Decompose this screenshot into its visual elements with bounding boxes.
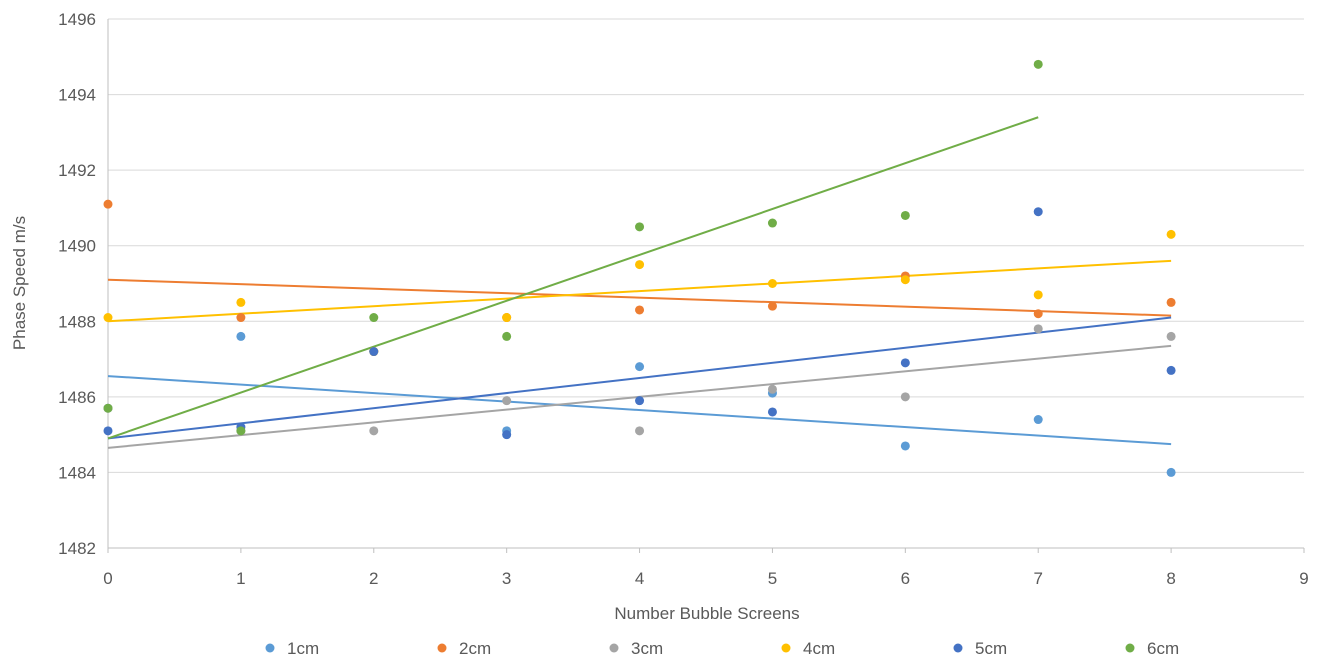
legend-marker (953, 643, 963, 653)
data-point-6cm (1033, 59, 1043, 69)
x-tick-label: 7 (1033, 569, 1042, 588)
y-tick-label: 1496 (58, 10, 96, 29)
data-point-2cm (635, 305, 645, 315)
trendlines (107, 116, 1172, 449)
legend-label: 4cm (803, 639, 835, 658)
data-point-6cm (900, 210, 910, 220)
data-point-3cm (369, 426, 379, 436)
legend-label: 1cm (287, 639, 319, 658)
x-tick-label: 0 (103, 569, 112, 588)
data-point-5cm (502, 430, 512, 440)
legend-marker (609, 643, 619, 653)
data-point-1cm (1033, 415, 1043, 425)
data-point-2cm (1033, 309, 1043, 319)
legend-item-3cm: 3cm (609, 639, 663, 658)
data-point-6cm (236, 426, 246, 436)
x-tick-label: 8 (1166, 569, 1175, 588)
data-point-5cm (1033, 207, 1043, 217)
data-point-3cm (767, 384, 777, 394)
y-tick-label: 1488 (58, 312, 96, 331)
trendline-1cm (107, 375, 1172, 446)
data-point-1cm (900, 441, 910, 451)
legend-item-4cm: 4cm (781, 639, 835, 658)
data-point-4cm (1033, 290, 1043, 300)
data-point-2cm (236, 313, 246, 323)
y-tick-label: 1492 (58, 161, 96, 180)
data-point-6cm (369, 313, 379, 323)
data-point-4cm (103, 313, 113, 323)
gridlines (108, 18, 1304, 473)
axes: 1482 1484 1486 1488 1490 1492 1494 1496 0 1 2 3 4 5 6 7… (58, 10, 1309, 588)
data-point-4cm (635, 260, 645, 270)
data-points (103, 59, 1176, 477)
x-tick-label: 5 (768, 569, 777, 588)
y-axis-title: Phase Speed m/s (10, 216, 29, 350)
legend-marker (1125, 643, 1135, 653)
x-tick-label: 3 (502, 569, 511, 588)
x-tick-label: 9 (1299, 569, 1308, 588)
data-point-4cm (1166, 229, 1176, 239)
legend-marker (437, 643, 447, 653)
legend-marker (781, 643, 791, 653)
data-point-5cm (103, 426, 113, 436)
data-point-5cm (1166, 365, 1176, 375)
data-point-5cm (900, 358, 910, 368)
legend-item-5cm: 5cm (953, 639, 1007, 658)
data-point-2cm (1166, 297, 1176, 307)
x-axis-title: Number Bubble Screens (614, 604, 799, 623)
legend-label: 5cm (975, 639, 1007, 658)
data-point-3cm (502, 396, 512, 406)
trendline-6cm (107, 116, 1039, 440)
trendline-4cm (107, 259, 1172, 323)
data-point-2cm (103, 199, 113, 209)
data-point-1cm (1166, 467, 1176, 477)
trendline-2cm (107, 278, 1172, 317)
y-tick-label: 1490 (58, 237, 96, 256)
data-point-6cm (103, 403, 113, 413)
x-tick-label: 1 (236, 569, 245, 588)
legend-label: 3cm (631, 639, 663, 658)
data-point-4cm (900, 275, 910, 285)
y-tick-label: 1486 (58, 388, 96, 407)
legend-item-2cm: 2cm (437, 639, 491, 658)
legend-item-1cm: 1cm (265, 639, 319, 658)
data-point-5cm (767, 407, 777, 417)
data-point-3cm (635, 426, 645, 436)
data-point-2cm (767, 301, 777, 311)
data-point-6cm (502, 331, 512, 341)
y-tick-label: 1484 (58, 463, 96, 482)
data-point-4cm (236, 297, 246, 307)
data-point-3cm (1166, 331, 1176, 341)
legend-marker (265, 643, 275, 653)
y-tick-label: 1482 (58, 539, 96, 558)
data-point-4cm (502, 313, 512, 323)
legend-label: 2cm (459, 639, 491, 658)
data-point-5cm (635, 396, 645, 406)
legend-item-6cm: 6cm (1125, 639, 1179, 658)
legend: 1cm 2cm 3cm 4cm 5cm 6cm (265, 639, 1179, 658)
data-point-6cm (635, 222, 645, 232)
data-point-5cm (369, 347, 379, 357)
x-tick-label: 6 (901, 569, 910, 588)
trendline-5cm (107, 316, 1172, 440)
data-point-3cm (900, 392, 910, 402)
x-tick-label: 2 (369, 569, 378, 588)
data-point-3cm (1033, 324, 1043, 334)
y-tick-label: 1494 (58, 86, 96, 105)
data-point-1cm (236, 331, 246, 341)
data-point-4cm (767, 279, 777, 288)
data-point-6cm (767, 218, 777, 228)
data-point-1cm (635, 362, 645, 372)
legend-label: 6cm (1147, 639, 1179, 658)
x-tick-label: 4 (635, 569, 644, 588)
